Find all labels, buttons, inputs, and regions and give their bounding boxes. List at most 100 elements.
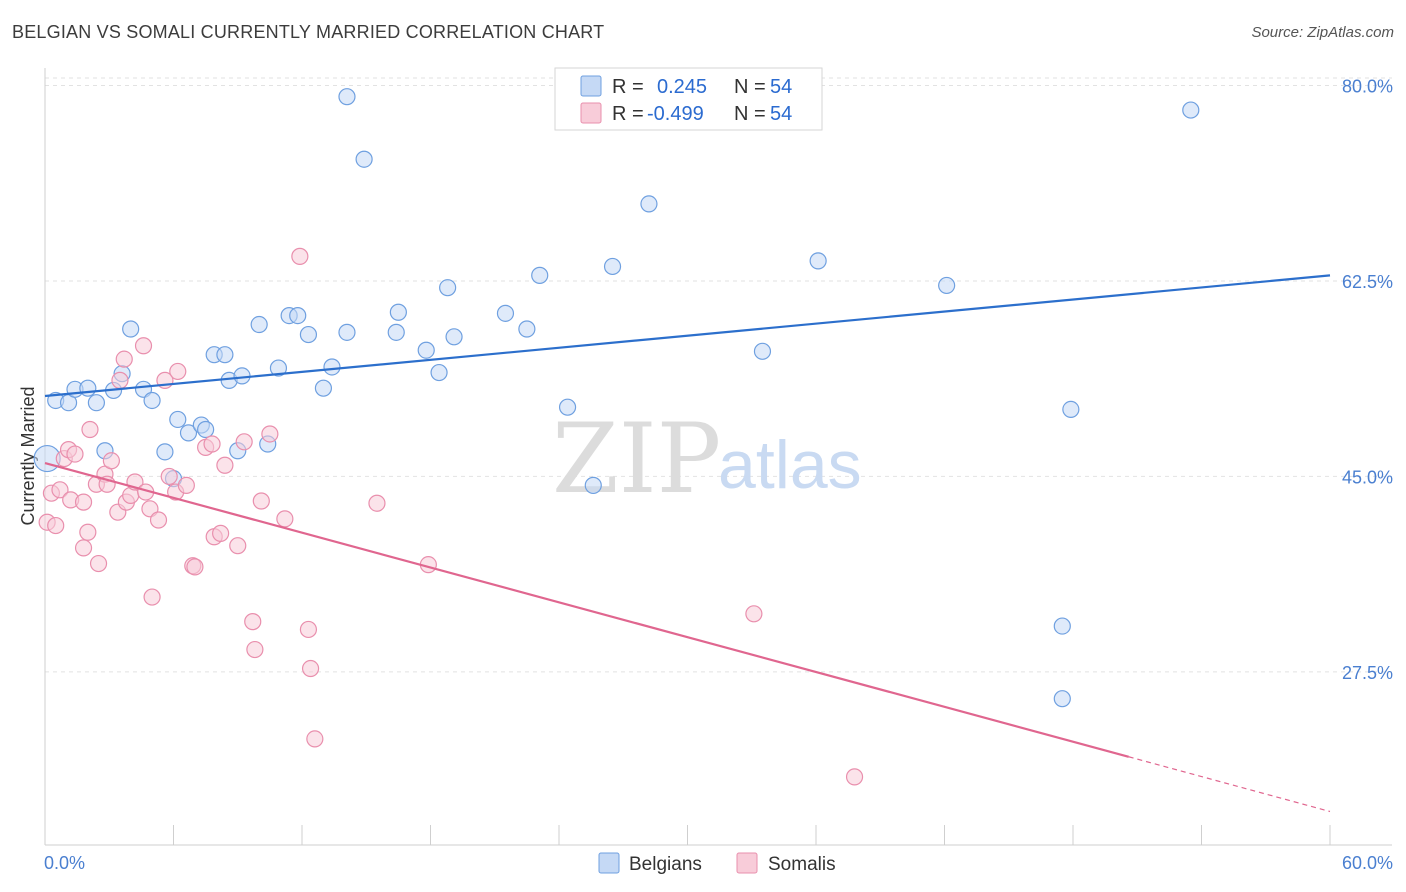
belgian-point	[169, 410, 187, 429]
belgian-point	[122, 320, 140, 338]
belgian-point	[1182, 101, 1200, 119]
belgian-point	[603, 257, 622, 276]
somali-point	[246, 640, 264, 659]
somali-point	[216, 456, 234, 474]
belgian-point	[387, 323, 405, 341]
belgian-point	[216, 346, 234, 364]
belgian-point	[323, 358, 341, 376]
somali-point	[115, 350, 133, 368]
stats-legend: R = 0.245 N = 54 R = -0.499 N = 54	[554, 67, 823, 131]
somali-point	[74, 493, 93, 511]
somali-point	[66, 445, 84, 463]
belgian-point	[531, 266, 549, 284]
somali-point	[111, 371, 129, 389]
legend-n-value-2: 54	[770, 103, 792, 125]
belgian-point	[143, 391, 161, 410]
belgian-point	[289, 306, 307, 325]
somali-point	[299, 620, 318, 639]
legend-r-label-1: R =	[612, 76, 644, 98]
somali-point	[306, 730, 324, 748]
belgian-point	[197, 420, 215, 439]
belgian-point	[156, 443, 174, 461]
belgian-point	[558, 398, 577, 416]
belgian-point	[518, 320, 536, 338]
belgian-point	[1053, 690, 1071, 708]
belgian-point	[338, 88, 356, 106]
somali-point	[291, 247, 309, 265]
y-tick-label: 80.0%	[1342, 77, 1393, 97]
somali-point	[368, 494, 386, 512]
belgian-point	[338, 323, 356, 341]
belgian-point	[250, 315, 268, 334]
somali-point	[177, 476, 195, 494]
data-points	[33, 88, 1200, 786]
belgian-point	[1053, 617, 1071, 635]
somali-point	[186, 558, 204, 576]
watermark-atlas: atlas	[718, 427, 862, 503]
belgian-point	[179, 424, 198, 442]
y-tick-label: 45.0%	[1342, 467, 1393, 487]
bottom-legend-label-somalis: Somalis	[768, 854, 836, 875]
somali-trend-line	[44, 461, 1129, 758]
somali-point	[229, 537, 247, 555]
x-tick-label: 60.0%	[1342, 853, 1393, 873]
somali-point	[212, 524, 230, 542]
somali-point	[845, 768, 864, 786]
watermark: ZIP atlas	[552, 403, 862, 515]
somali-point	[134, 337, 153, 355]
somali-point	[89, 554, 108, 573]
legend-r-value-2: -0.499	[647, 103, 704, 125]
series-legend: Belgians Somalis	[598, 852, 836, 875]
legend-r-value-1: 0.245	[657, 76, 707, 98]
somali-point	[102, 452, 120, 470]
belgian-point	[809, 252, 827, 270]
belgian-trend-line	[44, 274, 1331, 398]
somali-point	[252, 492, 270, 510]
trend-lines	[44, 274, 1331, 813]
legend-n-label-2: N =	[734, 103, 766, 125]
bottom-legend-swatch-belgians	[598, 852, 620, 874]
somali-point	[203, 435, 221, 453]
somali-point	[81, 420, 99, 439]
belgian-point	[355, 150, 373, 168]
belgian-point	[496, 304, 515, 322]
chart-title: BELGIAN VS SOMALI CURRENTLY MARRIED CORR…	[12, 22, 605, 42]
belgian-point	[389, 303, 407, 321]
somali-point	[47, 516, 65, 535]
somali-point	[51, 481, 69, 499]
belgian-point	[753, 342, 772, 360]
somali-point	[244, 613, 262, 631]
source-note: Source: ZipAtlas.com	[1251, 24, 1394, 41]
y-axis-label: Currently Married	[18, 386, 38, 525]
legend-r-label-2: R =	[612, 103, 644, 125]
somali-trend-extension	[1128, 756, 1331, 813]
belgian-point	[417, 341, 435, 359]
somali-point	[74, 539, 93, 557]
bottom-legend-swatch-somalis	[736, 852, 758, 874]
legend-n-label-1: N =	[734, 76, 766, 98]
y-tick-label: 27.5%	[1342, 663, 1393, 683]
legend-swatch-somalis	[580, 102, 602, 124]
somali-point	[79, 523, 97, 541]
somali-point	[276, 510, 294, 528]
belgian-point	[445, 328, 463, 346]
belgian-point	[269, 359, 288, 377]
belgian-point	[584, 476, 602, 494]
somali-point	[160, 467, 178, 486]
belgian-point	[314, 379, 333, 397]
x-tick-labels: 0.0% 60.0%	[44, 853, 1393, 873]
belgian-point	[640, 195, 658, 213]
y-tick-label: 62.5%	[1342, 272, 1393, 292]
somali-point	[301, 659, 320, 678]
belgian-point	[87, 394, 106, 412]
belgian-point	[299, 325, 318, 344]
somali-point	[745, 605, 763, 623]
y-tick-labels: 27.5% 45.0% 62.5% 80.0%	[1342, 77, 1393, 683]
x-tick-label: 0.0%	[44, 853, 85, 873]
belgian-point	[938, 276, 956, 295]
watermark-zip: ZIP	[552, 403, 721, 515]
bottom-legend-label-belgians: Belgians	[629, 854, 702, 875]
belgian-point	[430, 363, 448, 382]
somali-point	[261, 425, 279, 443]
